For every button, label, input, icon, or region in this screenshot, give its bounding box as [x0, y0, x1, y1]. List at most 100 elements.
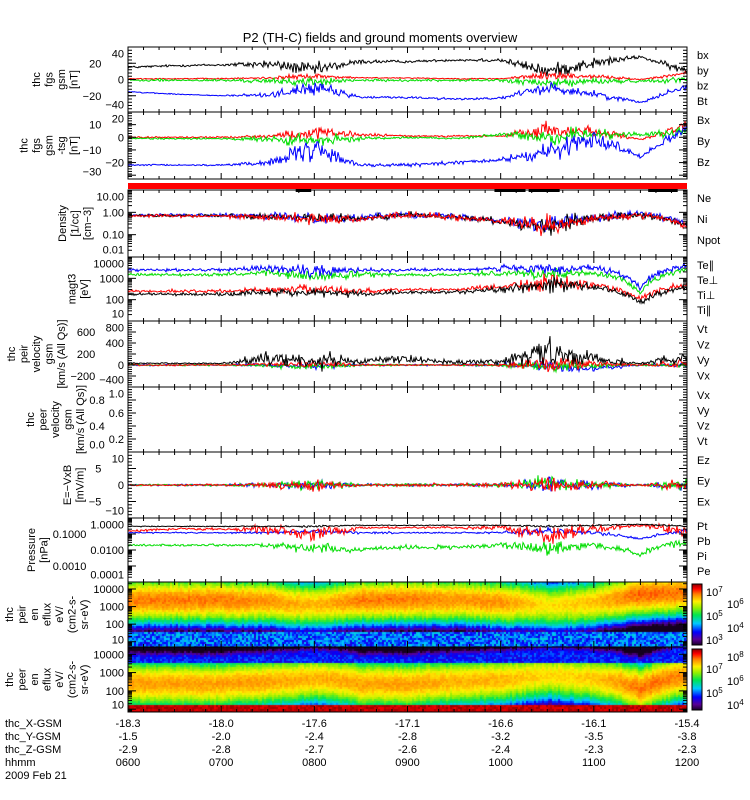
- y-axis-label: [nPa]: [38, 537, 50, 563]
- y-tick-label: 1.00: [103, 207, 124, 219]
- legend-Ti∥: Ti∥: [697, 305, 711, 317]
- y-axis-label: [nT]: [68, 70, 80, 89]
- colorbar-label-base: 10: [706, 587, 718, 599]
- y-tick-label: 10: [112, 454, 124, 466]
- colorbar-label: 107: [706, 585, 723, 599]
- legend-by: by: [697, 65, 709, 77]
- y-tick-label: −400: [99, 375, 124, 387]
- y-tick-label: 1000: [100, 273, 124, 285]
- legend-By: By: [697, 136, 710, 148]
- y-tick-label: −200: [70, 371, 95, 383]
- y-tick-label: 10: [89, 120, 101, 132]
- colorbar-label-base: 10: [727, 676, 739, 688]
- flag-bar: [128, 183, 687, 189]
- colorbar-peer-eflux: [692, 649, 702, 710]
- y-tick-label: 10000: [93, 584, 124, 596]
- tick-hhmm: 0600: [116, 757, 140, 769]
- tick-z: -2.3: [584, 744, 603, 756]
- tick-x: -15.4: [674, 718, 699, 730]
- y-axis-label: velocity: [31, 335, 43, 372]
- tick-y: -3.2: [491, 731, 510, 743]
- legend-Bz: Bz: [697, 157, 710, 169]
- y-axis-label: velocity: [50, 401, 62, 438]
- y-axis-label: thc: [25, 412, 37, 427]
- series-line-Ti∥: [127, 267, 688, 295]
- y-axis-label: peir: [19, 344, 31, 363]
- panel-frame: [127, 111, 688, 180]
- legend-Ez: Ez: [697, 455, 710, 467]
- y-tick-label: 100: [106, 619, 124, 631]
- series-line-Pe: [127, 539, 688, 558]
- y-axis-label: eV/: [54, 605, 66, 622]
- series-line-Ez: [127, 477, 688, 492]
- colorbar-label-exponent: 7: [718, 662, 723, 671]
- y-tick-label: −30: [83, 167, 102, 179]
- y-tick-label: 0.6: [109, 408, 124, 420]
- y-tick-label: 10: [112, 700, 124, 712]
- y-axis-label: thc: [18, 138, 30, 153]
- tick-y: -2.8: [398, 731, 417, 743]
- y-axis-label: peir: [17, 605, 29, 624]
- legend-Pt: Pt: [697, 521, 707, 533]
- colorbar-label-base: 10: [706, 688, 718, 700]
- panel-efield: 10 5 0 −5−10 E=−VxB [mV/m] Ez Ey Ex: [62, 451, 710, 519]
- series-line-by: [127, 76, 688, 89]
- tick-y: -1.5: [119, 731, 138, 743]
- y-axis-label: en: [29, 608, 41, 620]
- panel-density: 10.00 1.00 0.10 0.01 Density [1/cc] [cm−3] Ne Ni…: [57, 189, 720, 258]
- series-line-Bx: [127, 125, 688, 168]
- series-line-Bz: [127, 120, 688, 141]
- tick-x: -16.1: [581, 718, 606, 730]
- y-tick-label: 800: [106, 323, 124, 335]
- legend-bx: bx: [697, 50, 709, 62]
- y-axis-label: Pressure: [26, 528, 38, 572]
- y-axis-label: [1/cc]: [70, 210, 82, 236]
- colorbar-label-exponent: 4: [739, 698, 744, 707]
- colorbar-label-base: 10: [727, 700, 739, 712]
- colorbar-label-exponent: 5: [718, 609, 723, 618]
- y-tick-label: 10000: [93, 649, 124, 661]
- plot-title: P2 (TH-C) fields and ground moments over…: [243, 30, 518, 45]
- tick-hhmm: 0900: [395, 757, 419, 769]
- colorbar-label: 108: [727, 650, 744, 664]
- y-axis-label: Density: [57, 205, 69, 242]
- tick-hhmm: 1100: [582, 757, 606, 769]
- y-axis-label: gsm: [63, 409, 75, 430]
- colorbar-label: 104: [727, 698, 744, 712]
- colorbar-label-exponent: 3: [718, 633, 723, 642]
- legend-Vz: Vz: [697, 421, 710, 433]
- y-tick-label: 0.0: [89, 440, 104, 452]
- y-tick-label: −10: [105, 506, 124, 518]
- legend-Ey: Ey: [697, 476, 710, 488]
- y-tick-label: −20: [83, 91, 102, 103]
- y-axis-label: eflux: [42, 602, 54, 626]
- legend-Vt: Vt: [697, 324, 707, 336]
- tick-hhmm: 0800: [302, 757, 326, 769]
- panel-frame: [127, 581, 688, 648]
- y-tick-label: 0.1000: [53, 529, 87, 541]
- y-axis-label: fgs: [43, 72, 55, 87]
- y-axis-label: eflux: [42, 667, 54, 691]
- y-axis-label: gsm: [56, 69, 68, 90]
- y-axis-label: gsm: [43, 135, 55, 156]
- y-tick-label: 5: [95, 464, 101, 476]
- tick-z: -2.3: [678, 744, 697, 756]
- legend-Vx: Vx: [697, 390, 710, 402]
- tick-z: -2.7: [305, 744, 324, 756]
- legend-Pi: Pi: [697, 551, 707, 563]
- y-tick-label: −40: [105, 100, 124, 112]
- series-line-Pi: [127, 525, 688, 540]
- y-axis-label: [km/s (All Qs)]: [56, 319, 68, 388]
- tick-x: -17.6: [302, 718, 327, 730]
- y-axis-label: peer: [17, 668, 29, 690]
- y-tick-label: 1000: [100, 668, 124, 680]
- legend-Vy: Vy: [697, 355, 710, 367]
- tick-y: -3.5: [584, 731, 603, 743]
- y-tick-label: 600: [77, 327, 95, 339]
- y-tick-label: 0.0010: [53, 561, 87, 573]
- y-tick-label: 0.4: [89, 421, 104, 433]
- series-line-Ti⊥: [127, 261, 688, 292]
- y-tick-label: 10.00: [96, 192, 124, 204]
